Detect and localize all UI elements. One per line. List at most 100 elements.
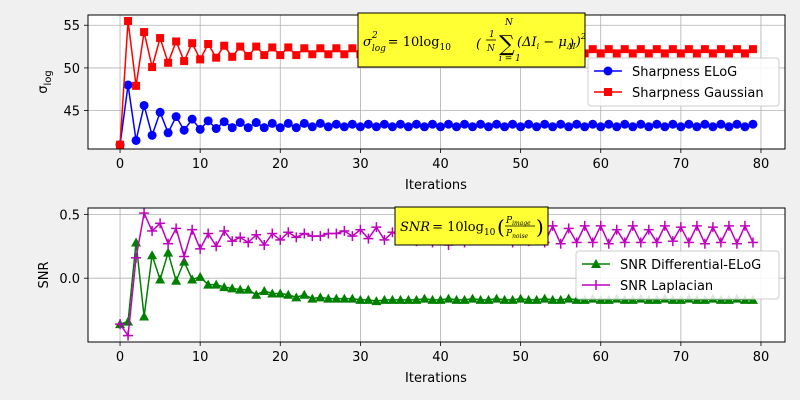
data-point-sharpness-elog xyxy=(580,122,590,132)
data-point-snr-laplacian xyxy=(691,220,702,231)
data-point-sharpness-elog xyxy=(468,122,478,132)
data-point-sharpness-gaussian xyxy=(588,45,597,54)
data-point-sharpness-elog xyxy=(716,119,726,129)
data-point-sharpness-elog xyxy=(331,119,341,129)
data-point-snr-differential-elog xyxy=(339,293,350,303)
data-point-snr-differential-elog xyxy=(139,311,150,321)
formula-body-end: ) xyxy=(575,35,581,50)
data-point-snr-differential-elog xyxy=(219,282,230,292)
data-point-snr-differential-elog xyxy=(371,296,382,306)
svg-text:Pimage: Pimage xyxy=(505,216,531,227)
data-point-sharpness-elog xyxy=(251,118,261,128)
data-point-sharpness-gaussian xyxy=(644,49,653,58)
data-point-sharpness-gaussian xyxy=(180,57,189,66)
data-point-sharpness-gaussian xyxy=(660,49,669,58)
data-point-snr-differential-elog xyxy=(187,274,198,284)
formula-frac-den: N xyxy=(486,44,496,54)
data-point-snr-differential-elog xyxy=(523,294,534,304)
data-point-sharpness-elog xyxy=(355,122,365,132)
data-point-sharpness-elog xyxy=(612,122,622,132)
data-point-snr-laplacian xyxy=(147,225,158,236)
data-point-sharpness-gaussian xyxy=(164,58,173,67)
data-point-sharpness-elog xyxy=(740,122,750,132)
data-point-sharpness-gaussian xyxy=(316,44,325,53)
data-point-sharpness-elog xyxy=(628,122,638,132)
formula-annotation-snr: SNR = 10log10 ( Pimage Pnoise ) xyxy=(394,206,549,246)
data-point-sharpness-gaussian xyxy=(124,16,133,25)
data-point-sharpness-gaussian xyxy=(596,49,605,58)
data-point-snr-laplacian xyxy=(331,228,342,239)
data-point-sharpness-elog xyxy=(548,122,558,132)
data-point-sharpness-elog xyxy=(620,119,630,129)
formula-eq: = 10log xyxy=(432,220,484,235)
formula-sum-bottom: i = 1 xyxy=(499,54,521,64)
x-tick-label: 20 xyxy=(272,157,289,172)
data-point-sharpness-gaussian xyxy=(284,43,293,52)
data-point-sharpness-elog xyxy=(179,125,189,135)
formula-log-sub: 10 xyxy=(484,228,496,238)
data-point-snr-laplacian xyxy=(731,238,742,249)
x-axis-ticks: 0 10 20 30 40 50 60 70 80 xyxy=(116,342,769,365)
data-point-snr-differential-elog xyxy=(475,294,486,304)
data-point-sharpness-elog xyxy=(444,119,454,129)
data-point-sharpness-elog xyxy=(403,122,413,132)
data-point-sharpness-gaussian xyxy=(628,49,637,58)
data-point-sharpness-elog xyxy=(275,123,285,133)
data-point-snr-differential-elog xyxy=(211,279,222,289)
data-point-sharpness-gaussian xyxy=(612,49,621,58)
data-point-snr-differential-elog xyxy=(275,288,286,298)
formula-sum-sign: ∑ xyxy=(499,32,515,57)
formula-paren-right: ) xyxy=(536,215,544,239)
data-point-sharpness-elog xyxy=(668,119,678,129)
plot-snr: 0 10 20 30 40 50 60 70 80 0.0 0.5 Iterations SNR … xyxy=(37,206,786,386)
data-point-snr-differential-elog xyxy=(483,294,494,304)
data-point-snr-differential-elog xyxy=(435,294,446,304)
data-point-sharpness-gaussian xyxy=(340,50,349,59)
y-axis-ticks: 45 50 55 xyxy=(63,19,88,120)
data-point-snr-laplacian xyxy=(179,251,190,262)
legend-box xyxy=(587,57,780,107)
data-point-sharpness-elog xyxy=(411,119,421,129)
data-point-sharpness-gaussian xyxy=(292,51,301,60)
data-point-sharpness-elog xyxy=(700,119,710,129)
data-point-snr-laplacian xyxy=(211,241,222,252)
data-point-snr-laplacian xyxy=(355,224,366,235)
data-point-snr-differential-elog xyxy=(563,293,574,303)
data-point-snr-differential-elog xyxy=(467,293,478,303)
data-point-sharpness-gaussian xyxy=(724,49,733,58)
formula-frac-num: 1 xyxy=(489,30,495,40)
formula-paren-right: ) xyxy=(568,37,574,52)
data-point-sharpness-gaussian xyxy=(348,44,357,53)
data-point-snr-laplacian xyxy=(587,237,598,248)
data-point-snr-differential-elog xyxy=(171,275,182,285)
svg-text:σlog: σlog xyxy=(36,70,54,94)
data-point-snr-laplacian xyxy=(267,228,278,239)
legend-box xyxy=(575,250,780,300)
data-point-snr-differential-elog xyxy=(507,294,518,304)
formula-lhs: SNR xyxy=(400,220,430,235)
y-tick-label: 55 xyxy=(63,19,80,34)
data-point-snr-laplacian xyxy=(659,220,670,231)
data-point-snr-laplacian xyxy=(619,237,630,248)
data-point-snr-laplacian xyxy=(683,237,694,248)
x-tick-label: 20 xyxy=(272,350,289,365)
data-point-snr-differential-elog xyxy=(203,279,214,289)
data-point-snr-laplacian xyxy=(139,208,150,219)
data-point-sharpness-gaussian xyxy=(156,34,165,43)
y-axis-label: σlog xyxy=(36,70,54,94)
data-point-snr-laplacian xyxy=(275,234,286,245)
svg-text:(ΔIi − μΔI)2: (ΔIi − μΔI)2 xyxy=(517,32,586,51)
data-point-snr-laplacian xyxy=(555,238,566,249)
data-point-snr-laplacian xyxy=(635,237,646,248)
data-point-sharpness-gaussian xyxy=(620,45,629,54)
legend-marker-diff-elog xyxy=(591,259,601,268)
data-point-sharpness-elog xyxy=(131,135,141,145)
data-point-snr-laplacian xyxy=(715,237,726,248)
data-point-snr-differential-elog xyxy=(147,250,158,260)
x-tick-label: 70 xyxy=(673,157,690,172)
legend-marker-gaussian xyxy=(604,88,612,96)
series-group xyxy=(115,16,758,150)
data-point-sharpness-elog xyxy=(419,122,429,132)
data-point-sharpness-elog xyxy=(556,119,566,129)
